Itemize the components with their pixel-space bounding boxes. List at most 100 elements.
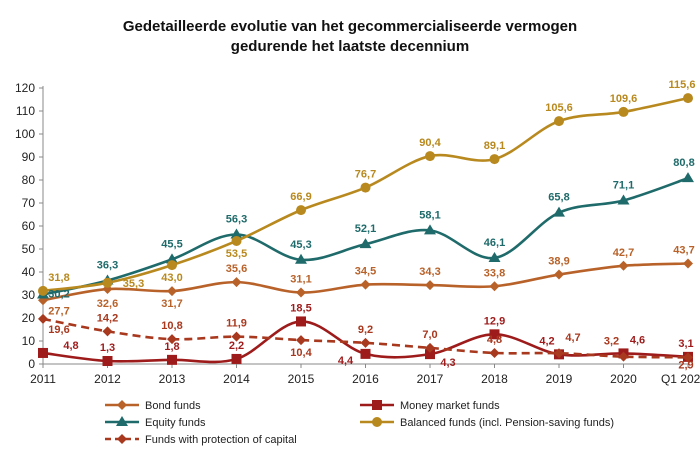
x-tick-label: 2016	[352, 372, 379, 386]
marker-equity-funds	[617, 194, 630, 205]
marker-equity-funds	[166, 253, 178, 264]
legend-label: Money market funds	[400, 400, 500, 412]
legend-marker	[116, 416, 128, 426]
y-tick-label: 50	[22, 242, 36, 256]
data-label-bond-funds: 35,6	[226, 263, 247, 275]
x-tick-label: 2014	[223, 372, 250, 386]
marker-funds-with-protection-of-capital	[618, 351, 629, 362]
marker-funds-with-protection-of-capital	[231, 331, 242, 342]
marker-equity-funds	[359, 238, 372, 249]
data-label-funds-with-protection-of-capital: 10,4	[290, 347, 312, 359]
data-label-balanced-funds-incl-pension-saving-funds: 90,4	[419, 137, 441, 149]
data-label-funds-with-protection-of-capital: 11,9	[226, 318, 247, 330]
y-tick-label: 30	[22, 288, 36, 302]
data-label-money-market-funds: 4,6	[630, 334, 645, 346]
data-label-money-market-funds: 4,8	[63, 340, 78, 352]
marker-balanced-funds-incl-pension-saving-funds	[167, 260, 177, 271]
data-label-equity-funds: 45,3	[290, 239, 311, 251]
marker-funds-with-protection-of-capital	[683, 352, 693, 363]
marker-balanced-funds-incl-pension-saving-funds	[683, 93, 693, 104]
legend-marker	[117, 400, 127, 410]
marker-money-market-funds	[231, 353, 242, 364]
legend-marker	[372, 417, 382, 427]
data-label-bond-funds: 34,3	[419, 266, 440, 278]
marker-money-market-funds	[360, 348, 371, 359]
marker-equity-funds	[230, 228, 243, 239]
data-label-equity-funds: 71,1	[613, 179, 634, 191]
marker-funds-with-protection-of-capital	[554, 348, 564, 359]
data-label-balanced-funds-incl-pension-saving-funds: 115,6	[669, 79, 696, 91]
data-label-balanced-funds-incl-pension-saving-funds: 105,6	[545, 102, 573, 114]
y-tick-label: 100	[15, 127, 35, 141]
data-label-balanced-funds-incl-pension-saving-funds: 76,7	[355, 169, 376, 181]
legend-label: Equity funds	[145, 417, 206, 429]
y-tick-label: 60	[22, 219, 36, 233]
series-line-funds-with-protection-of-capital	[42, 317, 689, 359]
data-label-equity-funds: 65,8	[548, 192, 569, 204]
data-label-funds-with-protection-of-capital: 4,7	[565, 332, 580, 344]
y-tick-label: 20	[22, 311, 36, 325]
marker-bond-funds	[231, 277, 242, 288]
marker-funds-with-protection-of-capital	[489, 347, 500, 358]
marker-equity-funds	[488, 251, 501, 262]
y-tick-label: 110	[16, 104, 35, 118]
data-label-equity-funds: 36,3	[97, 260, 118, 272]
data-label-balanced-funds-incl-pension-saving-funds: 89,1	[484, 140, 505, 152]
data-label-bond-funds: 31,7	[161, 298, 182, 310]
data-label-funds-with-protection-of-capital: 9,2	[358, 324, 373, 336]
x-tick-label: 2011	[30, 372, 56, 386]
marker-bond-funds	[489, 281, 500, 292]
data-label-equity-funds: 58,1	[419, 209, 440, 221]
data-label-bond-funds: 32,6	[97, 298, 118, 310]
x-tick-label: Q1 2021	[661, 372, 700, 386]
data-label-balanced-funds-incl-pension-saving-funds: 66,9	[290, 191, 311, 203]
data-label-equity-funds: 30,2	[48, 289, 69, 301]
marker-balanced-funds-incl-pension-saving-funds	[38, 285, 48, 296]
y-tick-label: 90	[22, 150, 36, 164]
marker-balanced-funds-incl-pension-saving-funds	[618, 106, 629, 117]
marker-bond-funds	[618, 260, 629, 271]
marker-balanced-funds-incl-pension-saving-funds	[296, 205, 306, 216]
data-label-equity-funds: 56,3	[226, 214, 247, 226]
chart-title-line-2: gedurende het laatste decennium	[230, 38, 470, 55]
data-label-bond-funds: 43,7	[673, 244, 694, 256]
marker-balanced-funds-incl-pension-saving-funds	[102, 277, 113, 288]
data-label-balanced-funds-incl-pension-saving-funds: 43,0	[161, 272, 182, 284]
data-label-money-market-funds: 2,2	[229, 340, 244, 352]
data-label-balanced-funds-incl-pension-saving-funds: 35,3	[123, 278, 144, 290]
marker-money-market-funds	[167, 354, 177, 365]
x-tick-label: 2018	[481, 372, 508, 386]
marker-balanced-funds-incl-pension-saving-funds	[425, 151, 435, 162]
y-tick-label: 70	[22, 196, 36, 210]
data-label-balanced-funds-incl-pension-saving-funds: 53,5	[226, 248, 247, 260]
marker-bond-funds	[167, 286, 177, 297]
marker-money-market-funds	[296, 316, 306, 327]
legend-label: Funds with protection of capital	[145, 434, 297, 446]
chart-title-line-1: Gedetailleerde evolutie van het gecommer…	[122, 18, 578, 35]
x-tick-label: 2017	[417, 372, 444, 386]
x-tick-label: 2012	[94, 372, 121, 386]
marker-money-market-funds	[489, 329, 500, 340]
marker-funds-with-protection-of-capital	[360, 337, 371, 348]
marker-equity-funds	[424, 224, 436, 235]
data-label-bond-funds: 38,9	[548, 256, 569, 268]
data-label-funds-with-protection-of-capital: 14,2	[97, 312, 118, 324]
data-label-money-market-funds: 1,3	[100, 342, 115, 354]
data-label-bond-funds: 34,5	[355, 266, 376, 278]
data-label-bond-funds: 31,1	[290, 273, 311, 285]
data-label-money-market-funds: 4,3	[440, 357, 455, 369]
marker-equity-funds	[682, 172, 694, 183]
data-label-funds-with-protection-of-capital: 19,6	[48, 324, 69, 336]
marker-funds-with-protection-of-capital	[296, 335, 306, 346]
data-label-bond-funds: 33,8	[484, 267, 505, 279]
marker-money-market-funds	[102, 356, 113, 367]
x-tick-label: 2015	[288, 372, 315, 386]
data-label-money-market-funds: 1,8	[164, 341, 179, 353]
data-label-equity-funds: 45,5	[161, 238, 182, 250]
y-tick-label: 120	[15, 81, 35, 95]
series-line-balanced-funds-incl-pension-saving-funds	[42, 96, 689, 293]
marker-bond-funds	[554, 269, 564, 280]
marker-funds-with-protection-of-capital	[38, 313, 48, 324]
